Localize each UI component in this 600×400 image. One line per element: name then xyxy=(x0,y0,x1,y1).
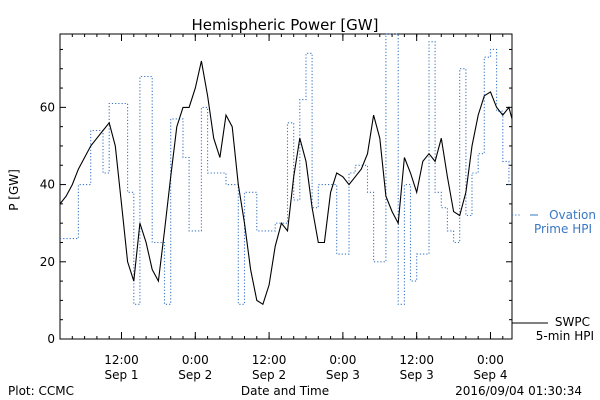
footer-timestamp: 2016/09/04 01:30:34 xyxy=(455,384,582,398)
series-ovation-prime-line xyxy=(60,33,512,305)
x-tick-label-time: 12:00 xyxy=(399,353,434,367)
legend-ovation-label-line1: Ovation xyxy=(549,208,596,222)
y-tick-label: 60 xyxy=(40,100,55,114)
chart-title: Hemispheric Power [GW] xyxy=(192,16,379,34)
x-tick-label-time: 0:00 xyxy=(477,353,504,367)
x-tick-label-time: 12:00 xyxy=(252,353,287,367)
legend-ovation-label-line2: Prime HPI xyxy=(534,222,592,236)
x-tick-label-date: Sep 2 xyxy=(178,368,212,382)
plot-frame xyxy=(59,33,513,340)
x-tick-label-date: Sep 2 xyxy=(252,368,286,382)
x-tick-label-date: Sep 3 xyxy=(326,368,360,382)
legend-swpc-label-line1: SWPC xyxy=(555,315,590,329)
y-tick-label: 0 xyxy=(47,332,55,346)
x-tick-label-date: Sep 4 xyxy=(473,368,507,382)
y-tick-label: 20 xyxy=(40,255,55,269)
x-tick-label-date: Sep 1 xyxy=(104,368,138,382)
y-tick-label: 40 xyxy=(40,178,55,192)
x-tick-label-time: 0:00 xyxy=(329,353,356,367)
x-tick-label-date: Sep 3 xyxy=(400,368,434,382)
x-tick-label-time: 0:00 xyxy=(182,353,209,367)
y-axis-label: P [GW] xyxy=(7,169,21,211)
series-swpc-line xyxy=(59,60,513,306)
footer-left: Plot: CCMC xyxy=(8,384,74,398)
legend-swpc-label-line2: 5-min HPI xyxy=(536,329,594,343)
x-tick-label-time: 12:00 xyxy=(104,353,139,367)
x-axis-label: Date and Time xyxy=(241,384,329,398)
